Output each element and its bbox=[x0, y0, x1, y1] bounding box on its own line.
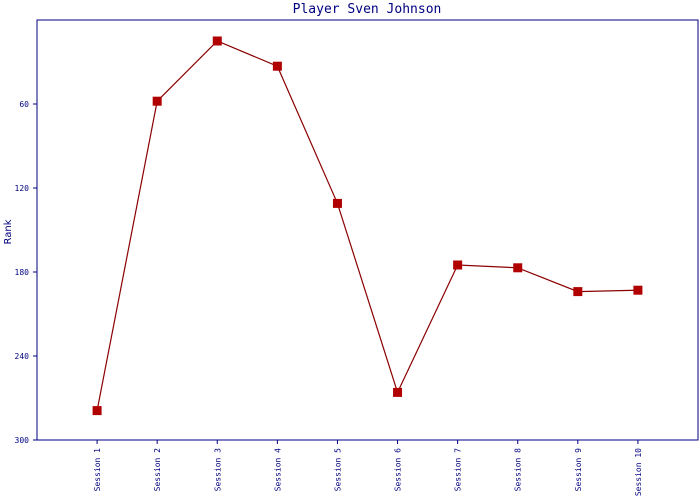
data-point bbox=[573, 287, 583, 297]
y-tick-label: 240 bbox=[15, 352, 30, 361]
data-point bbox=[332, 198, 342, 208]
y-tick-label: 180 bbox=[15, 268, 30, 277]
y-tick-label: 120 bbox=[15, 184, 30, 193]
data-point bbox=[453, 260, 463, 270]
data-point bbox=[272, 61, 282, 71]
y-tick-label: 60 bbox=[19, 100, 29, 109]
data-point bbox=[152, 96, 162, 106]
chart-title: Player Sven Johnson bbox=[293, 2, 442, 17]
x-tick-label: Session 6 bbox=[394, 448, 403, 492]
series-line bbox=[96, 40, 638, 411]
x-tick-label: Session 3 bbox=[213, 448, 222, 492]
x-tick-label: Session 9 bbox=[574, 448, 583, 492]
y-tick-label: 300 bbox=[15, 436, 30, 445]
data-point bbox=[212, 36, 222, 46]
y-axis-label: Rank bbox=[3, 219, 14, 244]
data-point bbox=[92, 406, 102, 416]
x-tick-label: Session 2 bbox=[153, 448, 162, 492]
x-tick-label: Session 1 bbox=[93, 448, 102, 492]
data-point bbox=[633, 285, 643, 295]
x-tick-label: Session 7 bbox=[454, 448, 463, 492]
data-point bbox=[513, 263, 523, 273]
x-tick-label: Session 5 bbox=[333, 448, 342, 492]
data-point bbox=[393, 387, 403, 397]
plot-frame bbox=[36, 19, 699, 441]
x-tick-label: Session 8 bbox=[514, 448, 523, 492]
x-tick-label: Session 10 bbox=[634, 448, 643, 496]
x-tick-label: Session 4 bbox=[273, 448, 282, 492]
